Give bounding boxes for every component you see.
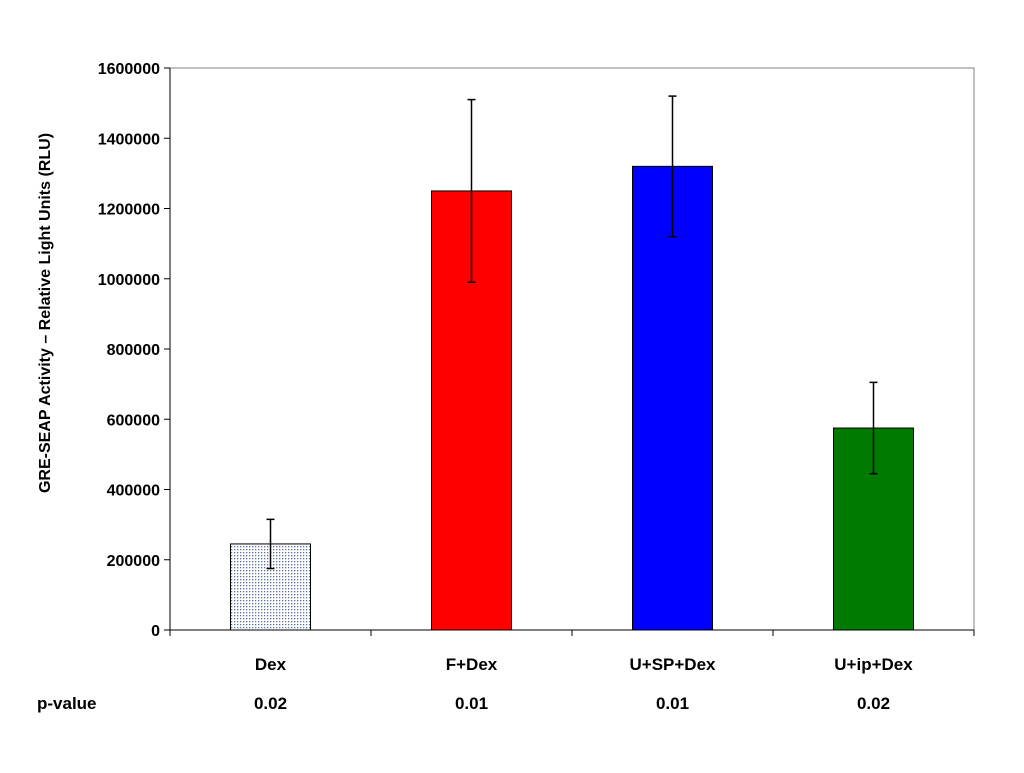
y-tick-label: 600000 (107, 412, 160, 429)
x-tick-label: U+SP+Dex (630, 655, 717, 674)
p-value-label: p-value (37, 694, 97, 713)
y-tick-label: 400000 (107, 483, 160, 500)
error-bar (266, 518, 275, 570)
y-tick-label: 1200000 (98, 202, 160, 219)
x-axis-tick-labels: Dex F+Dex U+SP+Dex U+ip+Dex (255, 655, 913, 674)
y-tick-label: 1600000 (98, 61, 160, 78)
y-tick-label: 200000 (107, 553, 160, 570)
error-bars (266, 95, 878, 570)
x-tick-label: U+ip+Dex (834, 655, 913, 674)
error-bar (467, 98, 476, 284)
x-axis-ticks (169, 630, 975, 636)
bar-series (230, 165, 914, 631)
p-value: 0.01 (656, 694, 689, 713)
y-tick-label: 800000 (107, 342, 160, 359)
y-tick-label: 0 (151, 623, 160, 640)
y-tick-label: 1400000 (98, 131, 160, 148)
p-value: 0.01 (455, 694, 488, 713)
y-tick-label: 1000000 (98, 272, 160, 289)
bar-u-sp-dex (632, 165, 713, 631)
p-value: 0.02 (254, 694, 287, 713)
error-bar (668, 95, 677, 238)
p-value-row: p-value 0.02 0.01 0.01 0.02 (37, 694, 890, 713)
y-axis-label: GRE-SEAP Activity – Relative Light Units… (37, 133, 54, 493)
y-axis-ticks: 0 200000 400000 600000 800000 1000000 1200000 1… (98, 61, 170, 640)
p-value: 0.02 (857, 694, 890, 713)
x-tick-label: F+Dex (446, 655, 498, 674)
x-tick-label: Dex (255, 655, 287, 674)
error-bar (869, 381, 878, 475)
